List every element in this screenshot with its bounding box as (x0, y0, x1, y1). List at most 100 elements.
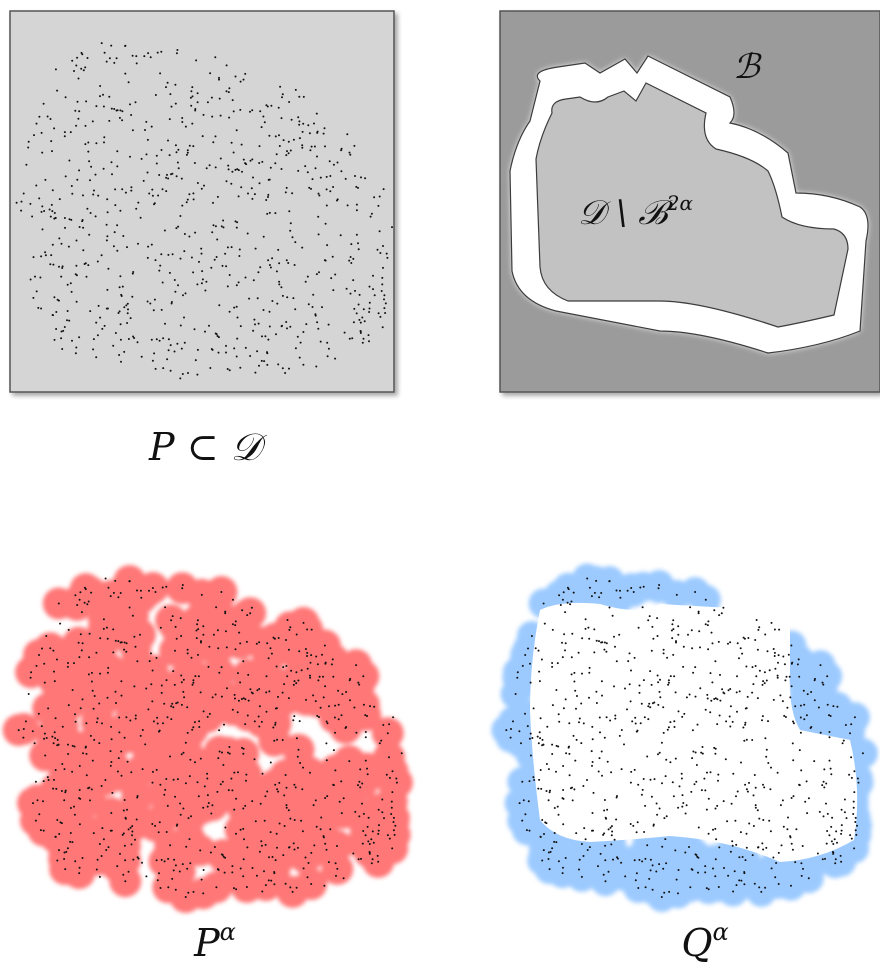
sample-point (95, 356, 98, 359)
sample-point (192, 145, 195, 148)
sample-point (648, 877, 651, 880)
sample-point (20, 209, 23, 212)
sample-point (173, 279, 176, 281)
sample-point (729, 850, 732, 853)
sample-point (198, 720, 201, 723)
sample-point (88, 656, 91, 659)
sample-point (563, 633, 566, 636)
sample-point (754, 665, 757, 667)
sample-point (719, 673, 721, 676)
sample-point (742, 726, 745, 729)
sample-point (112, 628, 115, 631)
sample-point (153, 203, 155, 206)
sample-point (538, 670, 541, 673)
sample-point (789, 835, 792, 838)
sample-point (122, 235, 125, 237)
sample-point (764, 633, 767, 636)
sample-point (260, 720, 263, 723)
sample-point (110, 725, 113, 728)
sample-point (78, 789, 81, 791)
sample-point (51, 243, 54, 246)
sample-point (791, 661, 794, 664)
sample-point (190, 90, 193, 93)
sample-point (359, 768, 362, 771)
sample-point (580, 843, 583, 845)
sample-point (186, 151, 189, 154)
sample-point (662, 648, 665, 651)
sample-point (806, 693, 809, 696)
sample-point (307, 303, 310, 306)
sample-point (123, 799, 126, 801)
sample-point (790, 685, 793, 688)
sample-point (288, 846, 291, 849)
sample-point (194, 108, 197, 110)
sample-point (152, 720, 155, 723)
sample-point (615, 660, 618, 663)
sample-point (357, 303, 360, 306)
sample-point (71, 339, 73, 342)
sample-point (214, 56, 217, 59)
sample-point (38, 813, 41, 816)
sample-point (268, 690, 271, 693)
sample-point (731, 840, 734, 843)
sample-point (632, 591, 635, 593)
sample-point (286, 150, 288, 153)
sample-point (854, 816, 857, 819)
sample-point (727, 689, 730, 692)
sample-point (175, 151, 178, 154)
sample-point (764, 886, 767, 889)
sample-point (94, 173, 97, 176)
sample-point (562, 823, 565, 826)
sample-point (159, 72, 162, 75)
sample-point (75, 300, 78, 303)
sample-point (196, 283, 199, 286)
sample-point (729, 705, 732, 708)
sample-point (242, 875, 245, 878)
sample-point (122, 809, 125, 812)
sample-point (745, 846, 748, 849)
sample-point (227, 91, 230, 94)
sample-point (127, 338, 130, 340)
sample-point (551, 628, 554, 631)
sample-point (231, 708, 234, 711)
sample-point (275, 270, 278, 273)
sample-point (249, 355, 252, 357)
sample-point (131, 834, 133, 837)
sample-point (707, 620, 710, 623)
sample-point (618, 734, 621, 737)
sample-point (512, 720, 514, 723)
sample-point (208, 712, 211, 715)
sample-point (196, 348, 199, 351)
sample-point (69, 807, 72, 809)
points-panel (9, 10, 395, 393)
sample-point (274, 723, 277, 726)
sample-point (257, 322, 260, 325)
sample-point (88, 632, 91, 635)
sample-point (102, 627, 105, 630)
sample-point (805, 780, 808, 783)
sample-point (598, 757, 601, 760)
sample-point (302, 363, 305, 366)
sample-point (740, 761, 742, 764)
sample-point (634, 716, 637, 719)
sample-point (273, 739, 276, 742)
sample-point (182, 690, 185, 693)
sample-point (281, 367, 284, 370)
sample-point (299, 341, 302, 344)
sample-point (390, 800, 393, 803)
sample-point (327, 347, 330, 350)
sample-point (78, 226, 81, 228)
sample-point (147, 245, 150, 248)
sample-point (638, 691, 641, 694)
sample-point (268, 264, 271, 266)
sample-point (724, 758, 727, 761)
sample-point (587, 626, 590, 629)
sample-point (831, 816, 834, 819)
sample-point (755, 619, 758, 621)
sample-point (188, 838, 191, 841)
sample-point (378, 195, 381, 198)
sample-point (320, 816, 323, 819)
sample-point (230, 141, 233, 144)
sample-point (160, 691, 163, 694)
sample-point (258, 162, 261, 164)
